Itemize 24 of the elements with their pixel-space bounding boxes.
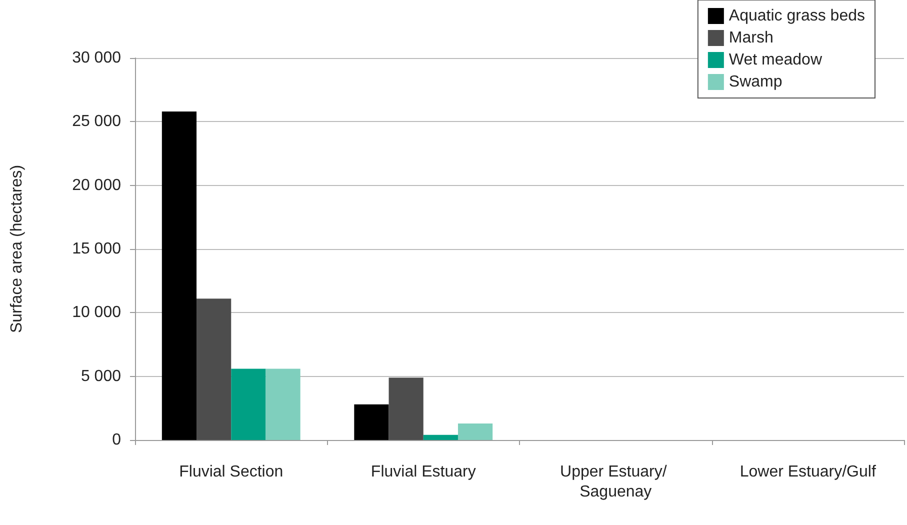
bar (231, 368, 266, 440)
legend-label: Aquatic grass beds (728, 8, 865, 24)
x-tick-label: Fluvial Section (179, 464, 284, 480)
bar (266, 368, 300, 440)
bar (354, 404, 389, 440)
y-tick-label: 15 000 (72, 240, 122, 258)
bar (196, 298, 232, 440)
x-tick-label: Upper Estuary/ Saguenay (560, 464, 672, 500)
x-tick-label: Fluvial Estuary (370, 464, 476, 480)
legend-label: Marsh (728, 30, 774, 46)
y-axis-title: Surface area (hectares) (8, 164, 26, 334)
x-tick-label: Lower Estuary/Gulf (740, 464, 876, 480)
bar (458, 423, 493, 440)
bar (423, 434, 458, 440)
y-tick-label: 10 000 (72, 304, 122, 322)
bar (162, 111, 197, 440)
y-tick-label: 20 000 (72, 176, 122, 194)
y-tick-label: 30 000 (72, 50, 122, 66)
y-tick-label: 5 000 (80, 368, 122, 385)
y-tick-label: 25 000 (72, 113, 122, 130)
y-tick-label: 0 (112, 432, 122, 448)
bar (388, 378, 424, 440)
legend-label: Wet meadow (728, 52, 822, 68)
legend-label: Swamp (728, 74, 782, 90)
